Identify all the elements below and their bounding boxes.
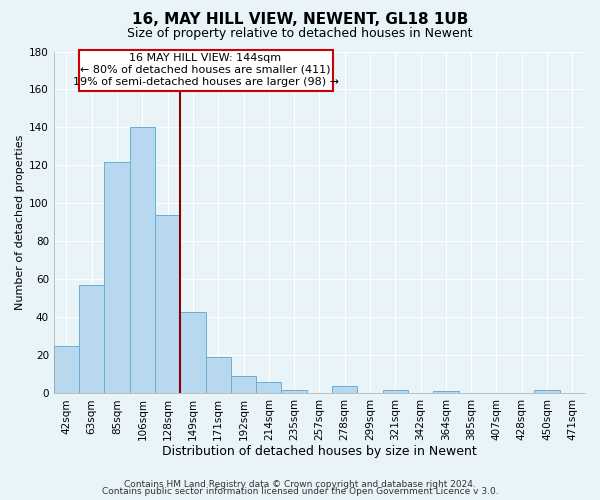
Bar [155, 215, 180, 394]
Bar [256, 382, 281, 394]
Bar [79, 285, 104, 394]
Text: ← 80% of detached houses are smaller (411): ← 80% of detached houses are smaller (41… [80, 64, 331, 74]
Bar [104, 162, 130, 394]
Bar [231, 376, 256, 394]
Text: 16 MAY HILL VIEW: 144sqm: 16 MAY HILL VIEW: 144sqm [130, 53, 281, 63]
Y-axis label: Number of detached properties: Number of detached properties [15, 134, 25, 310]
Bar [180, 312, 206, 394]
Bar [79, 50, 332, 92]
Bar [433, 392, 458, 394]
Text: 19% of semi-detached houses are larger (98) →: 19% of semi-detached houses are larger (… [73, 77, 338, 87]
Text: Contains public sector information licensed under the Open Government Licence v : Contains public sector information licen… [101, 487, 499, 496]
Bar [281, 390, 307, 394]
Text: Contains HM Land Registry data © Crown copyright and database right 2024.: Contains HM Land Registry data © Crown c… [124, 480, 476, 489]
Bar [383, 390, 408, 394]
Bar [54, 346, 79, 394]
X-axis label: Distribution of detached houses by size in Newent: Distribution of detached houses by size … [162, 444, 477, 458]
Bar [130, 128, 155, 394]
Bar [332, 386, 358, 394]
Bar [206, 358, 231, 394]
Bar [535, 390, 560, 394]
Text: Size of property relative to detached houses in Newent: Size of property relative to detached ho… [127, 28, 473, 40]
Text: 16, MAY HILL VIEW, NEWENT, GL18 1UB: 16, MAY HILL VIEW, NEWENT, GL18 1UB [132, 12, 468, 28]
